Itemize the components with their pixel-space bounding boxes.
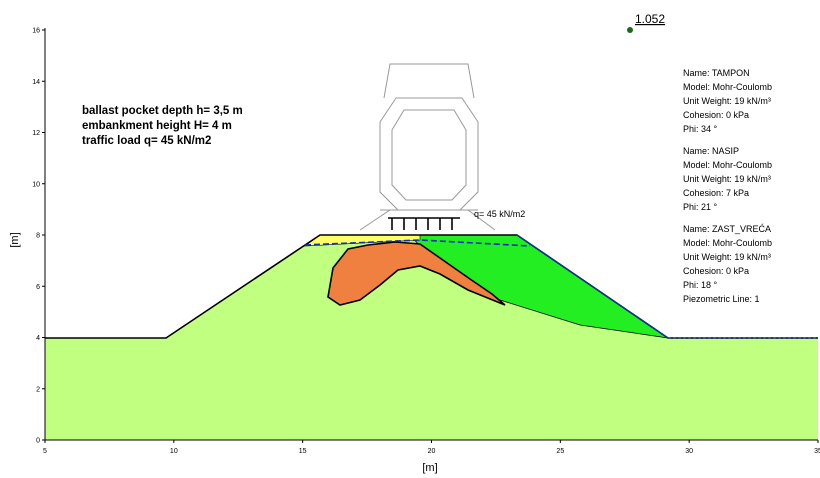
material-line: Cohesion: 7 kPa	[683, 188, 749, 198]
x-axis-label: [m]	[422, 462, 437, 474]
y-tick-label: 10	[32, 181, 40, 188]
material-line: Unit Weight: 19 kN/m³	[683, 96, 771, 106]
material-labels: Name: TAMPON Model: Mohr-Coulomb Unit Weig…	[683, 68, 772, 304]
note: embankment height H= 4 m	[82, 120, 232, 132]
x-tick-label: 35	[814, 448, 820, 455]
y-tick-label: 6	[36, 284, 40, 291]
note: ballast pocket depth h= 3,5 m	[82, 105, 243, 117]
y-tick-label: 0	[36, 438, 40, 445]
note: traffic load q= 45 kN/m2	[82, 135, 211, 147]
material-line: Model: Mohr-Coulomb	[683, 238, 772, 248]
safety-factor: 1.052	[635, 12, 665, 26]
material-line: Phi: 34 °	[683, 124, 718, 134]
x-tick-label: 25	[556, 448, 564, 455]
material-line: Piezometric Line: 1	[683, 294, 760, 304]
y-tick-label: 4	[36, 335, 40, 342]
material-line: Model: Mohr-Coulomb	[683, 160, 772, 170]
material-line: Name: NASIP	[683, 146, 739, 156]
material-line: Phi: 21 °	[683, 202, 718, 212]
slope-diagram: q= 45 kN/m2 1.052 [m] [m] 5 10 15 20 25 30 35 0…	[0, 0, 820, 478]
material-line: Unit Weight: 19 kN/m³	[683, 252, 771, 262]
load-arrows	[388, 218, 460, 230]
material-line: Model: Mohr-Coulomb	[683, 82, 772, 92]
material-line: Name: TAMPON	[683, 68, 750, 78]
material-line: Cohesion: 0 kPa	[683, 266, 749, 276]
y-tick-label: 16	[32, 28, 40, 35]
y-tick-label: 14	[32, 79, 40, 86]
y-tick-label: 12	[32, 130, 40, 137]
x-tick-label: 10	[170, 448, 178, 455]
notes: ballast pocket depth h= 3,5 m embankment …	[82, 105, 243, 147]
vehicle	[360, 64, 495, 230]
y-axis-label: [m]	[9, 232, 21, 247]
y-tick-label: 2	[36, 386, 40, 393]
x-tick-label: 20	[428, 448, 436, 455]
x-tick-label: 5	[43, 448, 47, 455]
material-line: Phi: 18 °	[683, 280, 718, 290]
y-tick-label: 8	[36, 233, 40, 240]
x-tick-label: 15	[299, 448, 307, 455]
load-label: q= 45 kN/m2	[474, 209, 525, 219]
slip-center	[627, 27, 633, 33]
material-line: Cohesion: 0 kPa	[683, 110, 749, 120]
x-tick-label: 30	[685, 448, 693, 455]
material-line: Unit Weight: 19 kN/m³	[683, 174, 771, 184]
material-line: Name: ZAST_VREĆA	[683, 224, 771, 234]
